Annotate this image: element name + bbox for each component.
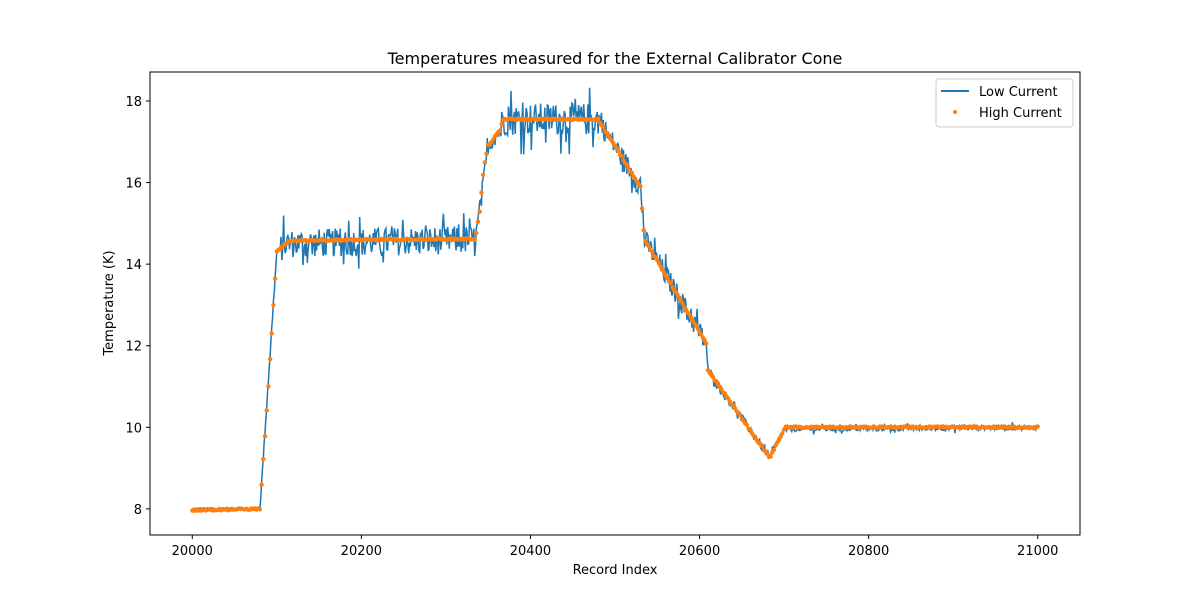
- high-current-point: [624, 162, 629, 167]
- high-current-point: [668, 280, 673, 286]
- high-current-point: [601, 124, 606, 130]
- high-current-point: [482, 160, 487, 165]
- high-current-point: [479, 190, 484, 195]
- high-current-point: [704, 341, 709, 346]
- high-current-point: [499, 122, 504, 127]
- series-scatter-high-current: [190, 116, 1040, 513]
- y-axis: 8 10 12 14 16 18: [125, 95, 150, 518]
- high-current-point: [646, 243, 651, 249]
- high-current-point: [771, 447, 777, 453]
- legend: Low Current High Current: [935, 78, 1074, 128]
- high-current-point: [702, 338, 707, 343]
- high-current-point: [272, 276, 278, 281]
- high-current-point: [257, 506, 263, 512]
- high-current-point: [744, 422, 750, 428]
- high-current-point: [643, 238, 648, 244]
- high-current-point: [768, 454, 773, 459]
- x-tick-label: 20800: [848, 544, 889, 559]
- high-current-point: [765, 451, 770, 456]
- x-tick-label: 21000: [1017, 544, 1058, 559]
- high-current-point: [480, 172, 486, 177]
- high-current-point: [748, 427, 753, 432]
- high-current-point: [710, 375, 716, 380]
- high-current-point: [595, 116, 601, 121]
- chart-title: Temperatures measured for the External C…: [387, 49, 843, 68]
- plot-area: [190, 87, 1040, 513]
- high-current-point: [259, 482, 264, 487]
- high-current-point: [778, 434, 783, 439]
- legend-box: [935, 78, 1074, 128]
- high-current-point: [650, 249, 655, 255]
- legend-label-low-current: Low Current: [979, 85, 1058, 100]
- high-current-point: [477, 209, 482, 214]
- high-current-point: [619, 154, 624, 159]
- legend-label-high-current: High Current: [979, 106, 1062, 121]
- axes-frame: [149, 71, 1081, 536]
- high-current-point: [753, 434, 758, 439]
- y-axis-label: Temperature (K): [102, 250, 117, 356]
- y-tick-label: 16: [125, 177, 142, 192]
- y-tick-label: 18: [125, 95, 142, 110]
- high-current-point: [639, 206, 645, 211]
- high-current-point: [262, 434, 268, 439]
- y-tick-label: 10: [125, 421, 142, 436]
- high-current-point: [261, 457, 266, 462]
- high-current-point: [474, 230, 479, 236]
- high-current-point: [655, 258, 660, 263]
- high-current-point: [737, 412, 743, 418]
- high-current-point: [271, 302, 276, 308]
- high-current-point: [759, 444, 765, 449]
- x-tick-label: 20400: [510, 544, 551, 559]
- high-current-point: [629, 170, 635, 175]
- x-tick-label: 20600: [679, 544, 720, 559]
- high-current-point: [484, 151, 489, 156]
- x-tick-label: 20000: [172, 544, 213, 559]
- high-current-point: [616, 148, 621, 154]
- high-current-point: [472, 237, 477, 242]
- high-current-point: [695, 326, 701, 332]
- high-current-point: [780, 431, 785, 436]
- high-current-point: [269, 331, 274, 336]
- high-current-point: [497, 128, 503, 133]
- x-axis: 20000 20200 20400 20600 20800 21000: [172, 535, 1058, 559]
- legend-dot-swatch: [953, 110, 957, 114]
- high-current-point: [680, 301, 685, 306]
- high-current-point: [264, 408, 269, 413]
- high-current-point: [475, 219, 481, 224]
- high-current-point: [641, 228, 646, 233]
- high-current-point: [638, 184, 643, 189]
- high-current-point: [1035, 424, 1040, 429]
- high-current-point: [267, 356, 273, 362]
- high-current-point: [266, 384, 271, 389]
- y-tick-label: 12: [125, 340, 142, 355]
- x-axis-label: Record Index: [573, 563, 658, 578]
- x-tick-label: 20200: [341, 544, 382, 559]
- y-tick-label: 8: [134, 503, 142, 518]
- y-tick-label: 14: [125, 258, 142, 273]
